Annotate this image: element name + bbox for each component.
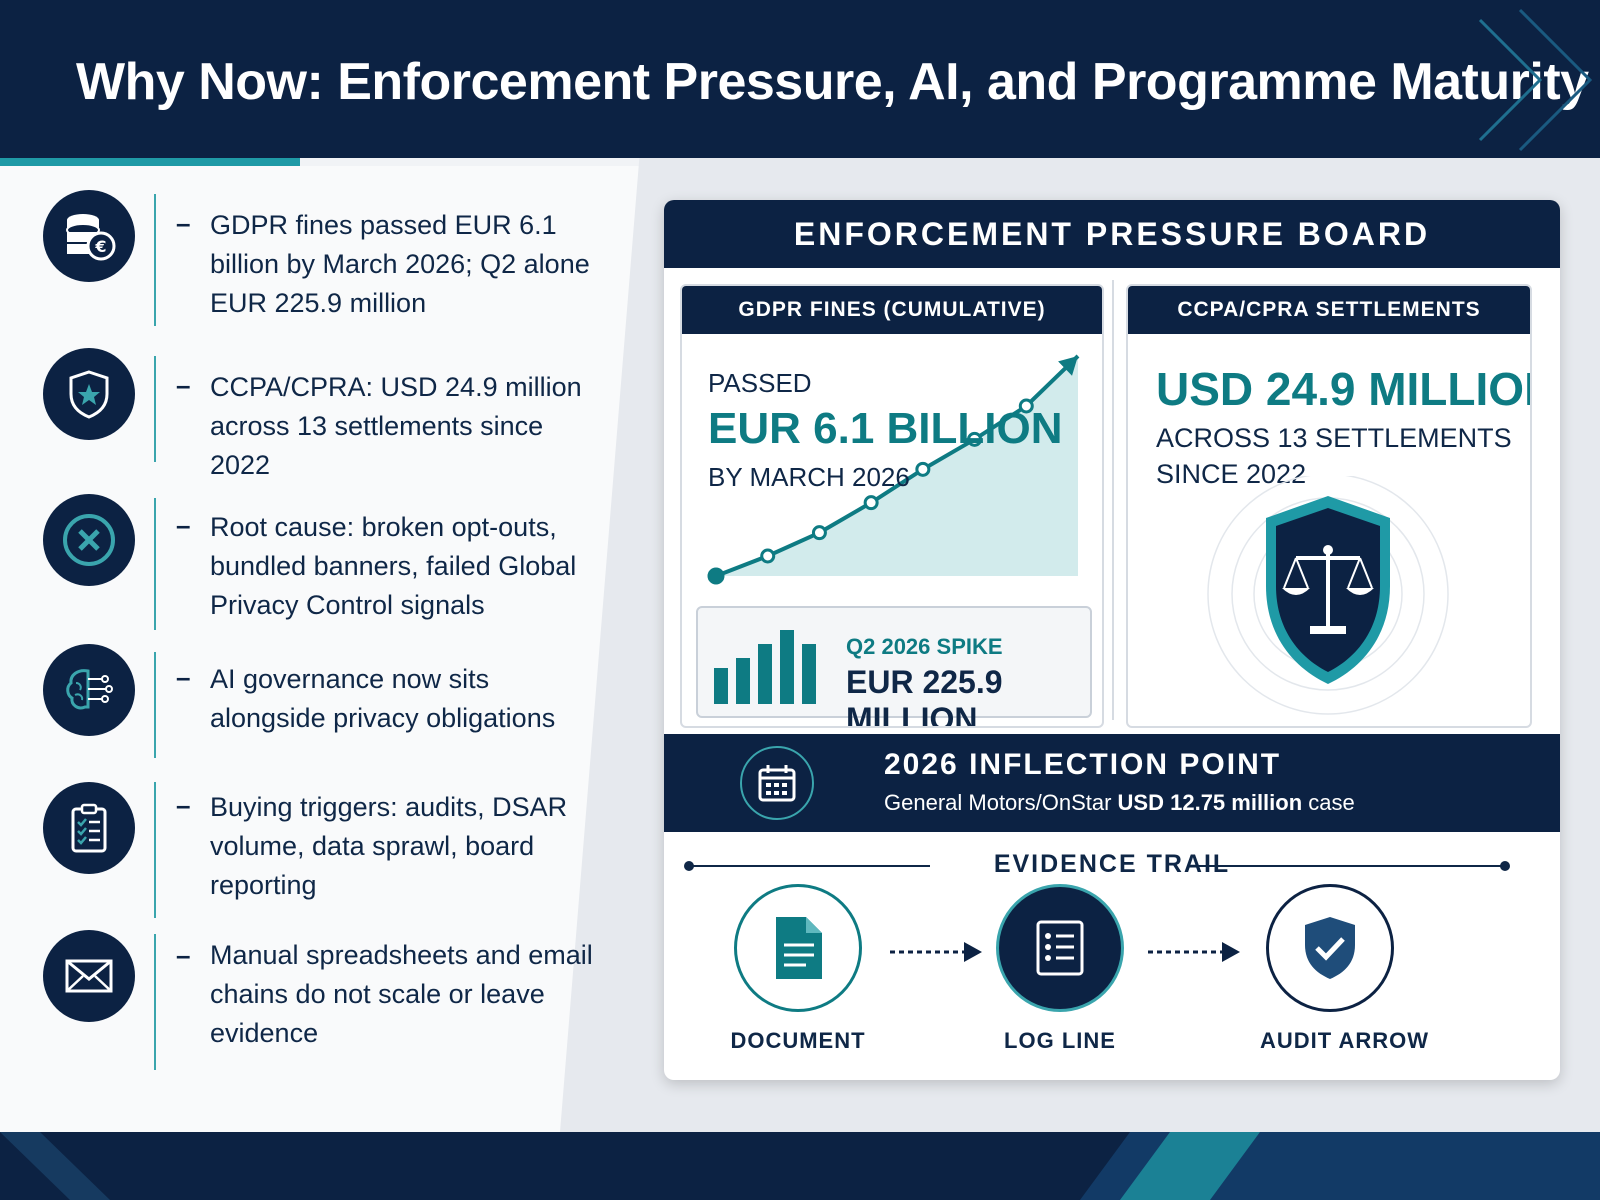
- trail-label-audit-arrow: AUDIT ARROW: [1260, 1028, 1430, 1053]
- trend-point: [760, 548, 776, 564]
- ccpa-amount: USD 24.9 MILLION: [1156, 363, 1532, 415]
- trend-point: [915, 461, 931, 477]
- inflection-title: 2026 INFLECTION POINT: [884, 748, 1282, 781]
- inflection-subtitle: General Motors/OnStar USD 12.75 million …: [884, 790, 1355, 816]
- inflection-sub-amount: USD 12.75 million: [1117, 790, 1303, 815]
- trend-arrowhead: [1058, 356, 1078, 376]
- shield-scales-icon: [1207, 476, 1449, 715]
- trend-point: [967, 431, 983, 447]
- trail-step-log-line: LOG LINE: [990, 884, 1130, 1054]
- ccpa-card-title: CCPA/CPRA SETTLEMENTS: [1128, 286, 1530, 334]
- dashed-arrow-icon: [890, 942, 982, 962]
- shield-check-icon: [1266, 884, 1394, 1012]
- trend-area: [716, 356, 1078, 576]
- bullet-root-cause: – Root cause: broken opt-outs, bundled b…: [0, 494, 620, 634]
- ccpa-sub-line-1: ACROSS 13 SETTLEMENTS: [1156, 423, 1512, 453]
- bullet-ai-governance: – AI governance now sits alongside priva…: [0, 640, 620, 760]
- calendar-icon: [740, 746, 814, 820]
- inflection-sub-prefix: General Motors/OnStar: [884, 790, 1118, 815]
- footer-stripes-decoration: [0, 1132, 1600, 1200]
- inflection-point-band: 2026 INFLECTION POINT General Motors/OnS…: [664, 734, 1560, 832]
- trail-line-left: [690, 865, 930, 867]
- bullet-buying-triggers: – Buying triggers: audits, DSAR volume, …: [0, 778, 620, 918]
- gdpr-passed-label: PASSED: [708, 368, 812, 398]
- board-title: ENFORCEMENT PRESSURE BOARD: [664, 200, 1560, 268]
- evidence-trail-title: EVIDENCE TRAIL: [993, 850, 1231, 878]
- shield-star-icon: [43, 348, 135, 440]
- trend-point: [863, 495, 879, 511]
- gdpr-by-date: BY MARCH 2026: [708, 462, 910, 492]
- trail-step-audit-arrow: AUDIT ARROW: [1260, 884, 1430, 1054]
- page-title: Why Now: Enforcement Pressure, AI, and P…: [76, 53, 1589, 111]
- coins-euro-icon: €: [43, 190, 135, 282]
- bullet-text: AI governance now sits alongside privacy…: [210, 664, 556, 733]
- trend-point: [811, 525, 827, 541]
- bullet-text: GDPR fines passed EUR 6.1 billion by Mar…: [210, 210, 590, 318]
- page-header: Why Now: Enforcement Pressure, AI, and P…: [0, 0, 1600, 158]
- bullet-text: Buying triggers: audits, DSAR volume, da…: [210, 792, 568, 900]
- svg-text:€: €: [94, 237, 106, 256]
- bar-chart-icon: [714, 630, 816, 704]
- trend-point: [1018, 398, 1034, 414]
- gdpr-amount: EUR 6.1 BILLION: [708, 404, 1063, 453]
- gdpr-card-title: GDPR FINES (CUMULATIVE): [682, 286, 1102, 334]
- bullet-text: Manual spreadsheets and email chains do …: [210, 940, 593, 1048]
- spike-label: Q2 2026 SPIKE: [846, 634, 1003, 659]
- envelope-icon: [43, 930, 135, 1022]
- gdpr-fines-card: GDPR FINES (CUMULATIVE) PASSED EUR 6.1 B…: [680, 284, 1104, 728]
- trail-line-dot-right: [1500, 861, 1510, 871]
- bullet-gdpr-fines: € – GDPR fines passed EUR 6.1 billion by…: [0, 190, 620, 330]
- ai-brain-icon: [43, 644, 135, 736]
- clipboard-checklist-icon: [43, 782, 135, 874]
- document-icon: [734, 884, 862, 1012]
- trail-label-document: DOCUMENT: [730, 1028, 866, 1053]
- chevron-decoration-icon: [1478, 8, 1593, 152]
- header-accent-bar: [0, 158, 300, 166]
- inflection-sub-suffix: case: [1302, 790, 1355, 815]
- log-list-icon: [996, 884, 1124, 1012]
- ccpa-settlements-card: CCPA/CPRA SETTLEMENTS USD 24.9 MILLION A…: [1126, 284, 1532, 728]
- bullet-text: Root cause: broken opt-outs, bundled ban…: [210, 512, 577, 620]
- ccpa-subtitle: ACROSS 13 SETTLEMENTS SINCE 2022: [1156, 420, 1516, 492]
- spike-value: EUR 225.9 MILLION: [846, 664, 1003, 728]
- x-circle-icon: [43, 494, 135, 586]
- trend-point: [707, 567, 725, 585]
- page-footer: [0, 1132, 1600, 1200]
- trail-label-log-line: LOG LINE: [1004, 1028, 1116, 1053]
- dashed-arrow-icon: [1148, 942, 1240, 962]
- bullet-ccpa: – CCPA/CPRA: USD 24.9 million across 13 …: [0, 344, 620, 480]
- trend-line: [715, 354, 1080, 578]
- enforcement-pressure-board: ENFORCEMENT PRESSURE BOARD GDPR FINES (C…: [664, 200, 1560, 1080]
- q2-spike-box: Q2 2026 SPIKE EUR 225.9 MILLION: [696, 606, 1092, 726]
- gdpr-trend-chart: [707, 354, 1080, 585]
- trail-line-right: [1194, 865, 1504, 867]
- bullet-manual-spreadsheets: – Manual spreadsheets and email chains d…: [0, 930, 620, 1070]
- bullet-text: CCPA/CPRA: USD 24.9 million across 13 se…: [210, 372, 582, 480]
- card-divider: [1112, 280, 1114, 720]
- trail-line-dot-left: [684, 861, 694, 871]
- trail-step-document: DOCUMENT: [728, 884, 868, 1054]
